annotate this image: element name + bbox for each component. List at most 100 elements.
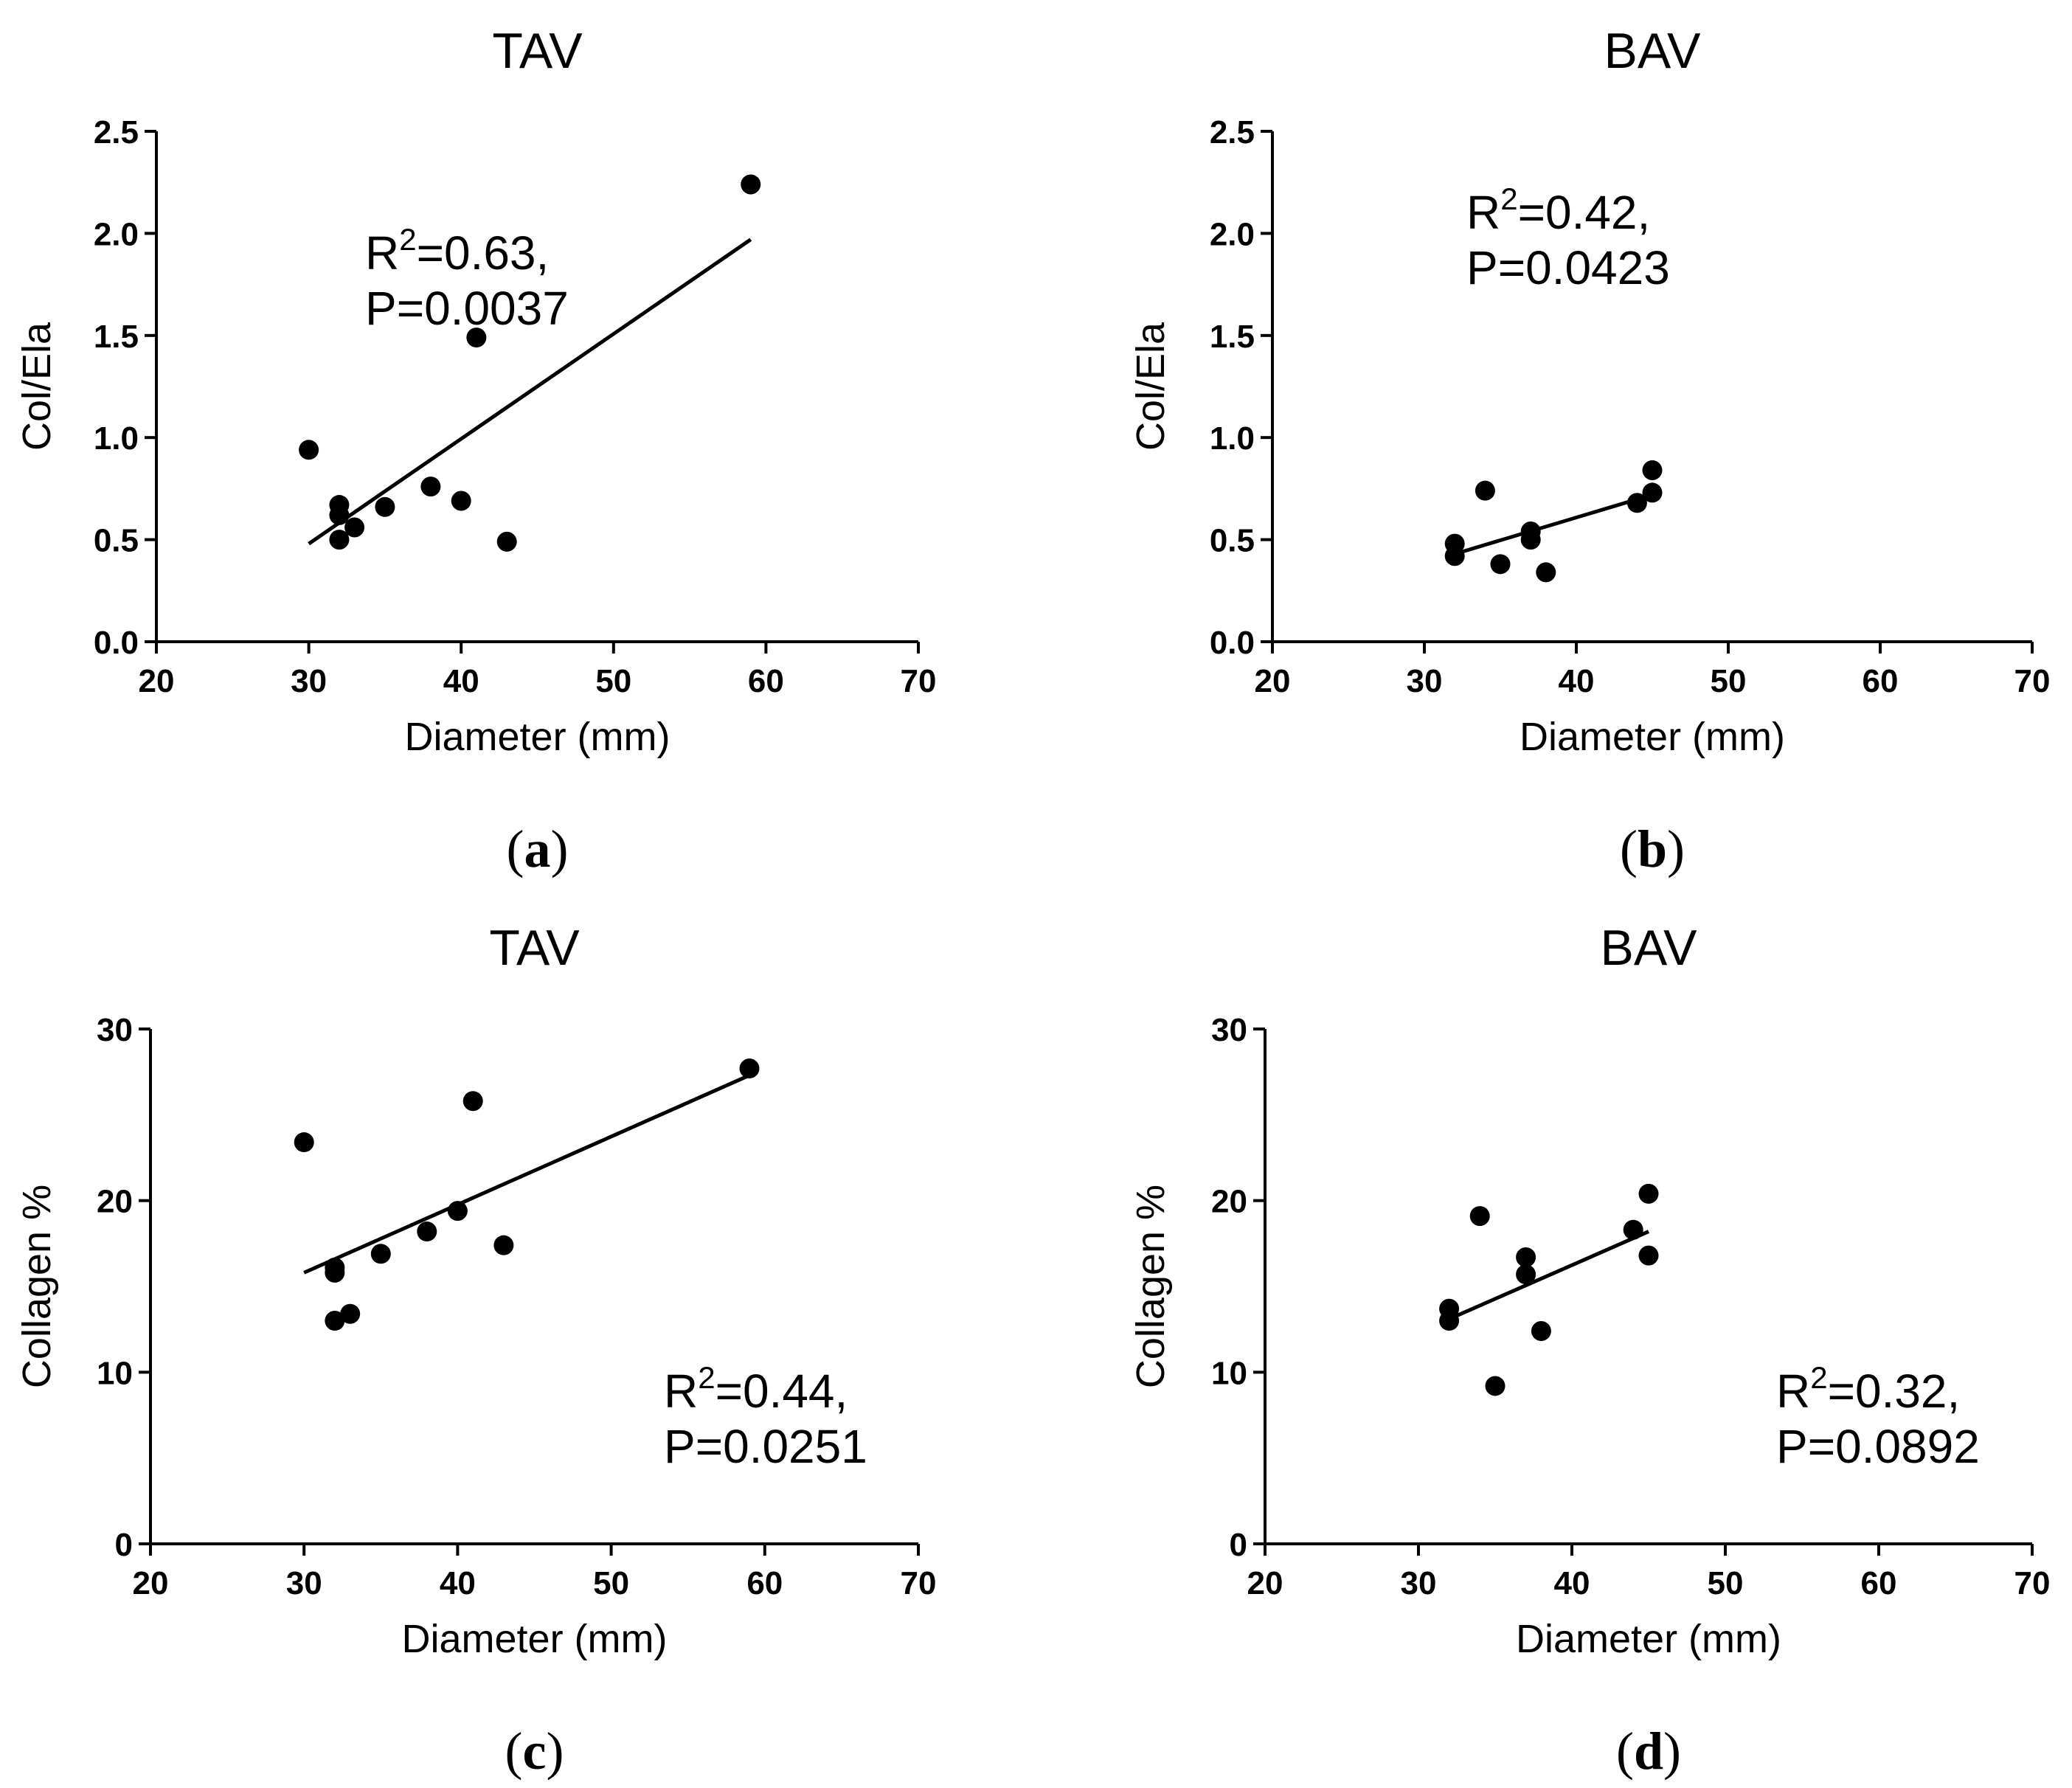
y-tick-label: 0.5 <box>94 523 139 559</box>
panel-label-open-paren: ( <box>1616 1722 1634 1781</box>
y-tick-label: 10 <box>1211 1355 1247 1391</box>
data-point <box>462 1091 483 1112</box>
x-tick-label: 30 <box>1401 1565 1437 1601</box>
r-squared-value: =0.44, <box>716 1365 848 1418</box>
x-tick-label: 40 <box>440 1565 476 1601</box>
data-point <box>344 517 365 538</box>
y-tick-label: 1.0 <box>1210 420 1255 457</box>
data-point <box>1531 1320 1551 1341</box>
data-point <box>375 496 395 517</box>
x-axis-label: Diameter (mm) <box>1520 715 1785 759</box>
y-tick-label: 20 <box>97 1184 133 1220</box>
x-axis-label: Diameter (mm) <box>402 1617 668 1661</box>
panel-label-letter: a <box>524 820 551 879</box>
y-axis-label: Collagen % <box>1129 1185 1173 1388</box>
r-squared-value: =0.42, <box>1518 186 1651 239</box>
y-tick-label: 0 <box>115 1527 133 1563</box>
x-tick-label: 50 <box>1711 663 1747 699</box>
x-tick-label: 20 <box>133 1565 169 1601</box>
x-tick-label: 60 <box>1863 663 1899 699</box>
panel-label: (d) <box>1616 1722 1681 1781</box>
x-tick-label: 50 <box>595 663 631 699</box>
data-point <box>1638 1245 1659 1266</box>
panel-label-letter: b <box>1638 820 1667 879</box>
data-point <box>1642 482 1663 503</box>
data-point <box>1490 554 1511 575</box>
r-squared-prefix: R <box>664 1365 698 1418</box>
data-point <box>1626 493 1647 513</box>
y-tick-label: 2.0 <box>1210 216 1255 252</box>
x-tick-label: 40 <box>443 663 479 699</box>
panel-c: TAV 20 30 40 50 60 70 0 10 20 30 Diameter (mm) Colla… <box>15 920 936 1781</box>
x-axis-label: Diameter (mm) <box>405 715 671 759</box>
regression-line <box>308 238 752 546</box>
data-point <box>417 1222 437 1242</box>
y-tick-label: 30 <box>97 1012 133 1048</box>
r-squared-prefix: R <box>1776 1365 1810 1418</box>
x-axis-label: Diameter (mm) <box>1516 1617 1781 1661</box>
r-squared-value: =0.63, <box>417 226 550 280</box>
panel-label-open-paren: ( <box>1620 820 1638 879</box>
data-point <box>739 1058 760 1079</box>
y-tick-label: 0.0 <box>94 625 139 661</box>
x-tick-label: 50 <box>1708 1565 1744 1601</box>
data-point <box>1469 1206 1490 1227</box>
x-tick-label: 70 <box>901 1565 937 1601</box>
data-point <box>340 1303 361 1324</box>
r-squared-prefix: R <box>1466 186 1500 239</box>
x-tick-label: 60 <box>746 1565 783 1601</box>
chart-title: TAV <box>489 920 580 976</box>
y-tick-label: 0.0 <box>1210 625 1255 661</box>
y-tick-label: 1.0 <box>94 420 139 457</box>
x-tick-label: 40 <box>1554 1565 1590 1601</box>
x-tick-label: 70 <box>901 663 937 699</box>
x-tick-label: 30 <box>291 663 327 699</box>
panel-label-open-paren: ( <box>507 820 524 879</box>
panel-label-close-paren: ) <box>551 820 569 879</box>
r-squared-superscript: 2 <box>1500 181 1517 216</box>
y-tick-label: 0.5 <box>1210 523 1255 559</box>
y-tick-label: 10 <box>97 1355 133 1391</box>
data-point <box>1520 530 1541 550</box>
data-point <box>496 531 517 552</box>
data-point <box>1536 562 1556 583</box>
panel-label: (b) <box>1620 820 1685 879</box>
panel-d: BAV 20 30 40 50 60 70 0 10 20 30 Diameter (mm) Colla… <box>1129 920 2050 1781</box>
data-point <box>493 1235 514 1255</box>
data-point <box>325 1311 345 1331</box>
r-squared-value: =0.32, <box>1828 1365 1961 1418</box>
y-tick-label: 1.5 <box>94 319 139 355</box>
data-point <box>1485 1376 1506 1396</box>
panel-label-close-paren: ) <box>1667 820 1685 879</box>
data-point <box>1444 546 1465 566</box>
r-squared-superscript: 2 <box>1810 1360 1827 1395</box>
y-axis-label: Col/Ela <box>15 322 59 451</box>
y-tick-label: 2.5 <box>94 114 139 150</box>
y-tick-label: 2.0 <box>94 216 139 252</box>
r-squared-annotation: R2=0.44, <box>664 1360 848 1418</box>
regression-line <box>1448 1230 1650 1321</box>
data-point <box>451 491 471 511</box>
panel-label-letter: c <box>523 1722 547 1781</box>
x-tick-label: 20 <box>139 663 175 699</box>
y-tick-label: 20 <box>1211 1184 1247 1220</box>
y-tick-label: 30 <box>1211 1012 1247 1048</box>
r-squared-annotation: R2=0.32, <box>1776 1360 1960 1418</box>
p-value-annotation: P=0.0892 <box>1776 1420 1980 1473</box>
p-value-annotation: P=0.0037 <box>365 282 569 335</box>
panel-label-open-paren: ( <box>505 1722 523 1781</box>
r-squared-prefix: R <box>365 226 399 280</box>
panel-a: TAV 20 30 40 50 60 70 0.0 0.5 1.0 1.5 2.0 2.5 Diamete… <box>15 23 936 879</box>
data-point <box>299 440 319 460</box>
panel-label-close-paren: ) <box>1663 1722 1681 1781</box>
data-point <box>447 1201 468 1222</box>
data-point <box>325 1262 345 1283</box>
y-tick-label: 1.5 <box>1210 319 1255 355</box>
data-point <box>1516 1247 1536 1267</box>
x-tick-label: 50 <box>593 1565 629 1601</box>
y-tick-label: 2.5 <box>1210 114 1255 150</box>
x-tick-label: 20 <box>1255 663 1291 699</box>
data-point <box>329 505 350 525</box>
data-point <box>294 1132 314 1153</box>
data-point <box>420 477 441 497</box>
